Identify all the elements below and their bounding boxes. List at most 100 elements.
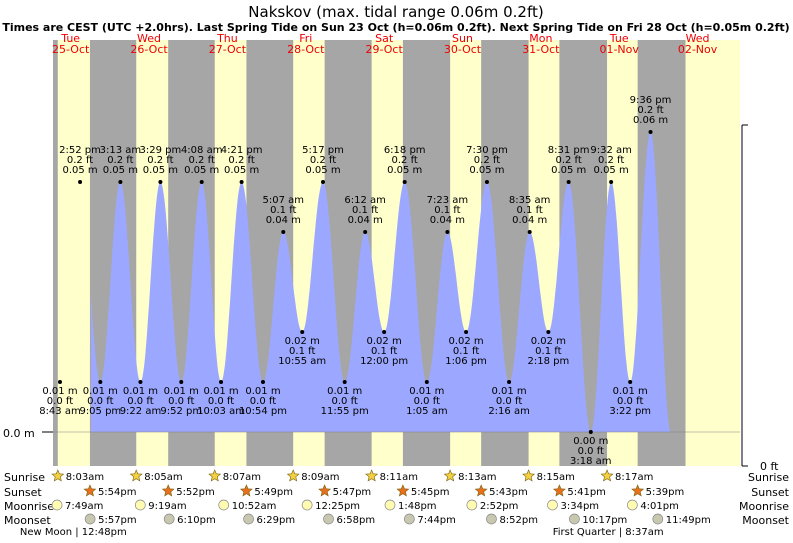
high-tide-label: 6:12 am0.1 ft0.04 m <box>344 195 386 234</box>
tide-text: 0.01 m <box>491 386 526 397</box>
tide-text: 0.02 m <box>367 336 402 347</box>
tide-dot <box>78 180 83 184</box>
row-label-right: Moonrise <box>739 500 789 513</box>
sunrise-time: 8:05am <box>144 472 182 483</box>
chart-title: Nakskov (max. tidal range 0.06m 0.2ft) <box>248 3 543 21</box>
tide-text: 0.01 m <box>613 386 648 397</box>
tide-text: 12:00 pm <box>360 356 408 367</box>
sun-star-icon <box>129 469 143 482</box>
tide-text: 0.01 m <box>409 386 444 397</box>
row-label-right: Sunset <box>751 486 789 499</box>
tide-text: 0.0 ft <box>578 446 604 457</box>
day-date: 01-Nov <box>599 43 639 56</box>
moonrise-icon <box>466 499 478 511</box>
moonset-icon <box>243 513 254 525</box>
moonrise-time: 9:19am <box>148 501 186 512</box>
tide-text: 5:07 am <box>263 195 305 206</box>
tide-dot <box>424 380 429 384</box>
day-date: 25-Oct <box>52 43 90 56</box>
tide-text: 10:54 pm <box>239 406 287 417</box>
day-name: Wed <box>137 32 161 45</box>
tide-text: 0.01 m <box>83 386 118 397</box>
sunset-time: 5:45pm <box>411 487 450 498</box>
sunrise-time: 8:13am <box>458 472 496 483</box>
sunrise-time: 8:07am <box>223 472 261 483</box>
day-date: 27-Oct <box>209 43 247 56</box>
tide-text: 8:35 am <box>509 195 551 206</box>
sunset-time: 5:43pm <box>489 487 528 498</box>
tide-dot <box>281 230 286 234</box>
high-tide-label: 6:18 pm0.2 ft0.05 m <box>384 145 426 184</box>
moonrise-time: 2:52pm <box>480 501 519 512</box>
tide-text: 0.2 ft <box>228 155 254 166</box>
sunset-time: 5:49pm <box>254 487 293 498</box>
tide-text: 0.02 m <box>285 336 320 347</box>
tide-text: 0.1 ft <box>371 346 397 357</box>
day-name: Thu <box>216 32 238 45</box>
tide-text: 0.01 m <box>327 386 362 397</box>
day-date: 29-Oct <box>365 43 403 56</box>
day-name: Wed <box>686 32 710 45</box>
tide-text: 9:32 am <box>590 145 632 156</box>
moonset-time: 6:58pm <box>337 515 376 526</box>
tide-text: 0.0 ft <box>617 396 643 407</box>
sun-star-icon <box>552 484 566 497</box>
low-tide-label: 0.00 m0.0 ft3:18 am <box>570 430 612 467</box>
tide-text: 0.05 m <box>551 165 586 176</box>
tide-text: 0.2 ft <box>598 155 624 166</box>
tide-text: 0.0 ft <box>127 396 153 407</box>
tide-dot <box>342 380 347 384</box>
moonrise-icon <box>626 499 638 511</box>
tide-text: 2:52 pm <box>59 145 101 156</box>
moonset-time: 6:29pm <box>257 515 296 526</box>
tide-text: 0.05 m <box>143 165 178 176</box>
chart-subtitle: Times are CEST (UTC +2.0hrs). Last Sprin… <box>2 21 789 34</box>
tide-labels: 0.01 m0.0 ft8:43 am2:52 pm0.2 ft0.05 m0.… <box>39 95 671 467</box>
high-tide-label: 7:23 am0.1 ft0.04 m <box>427 195 469 234</box>
sunset-time: 5:47pm <box>333 487 372 498</box>
sunrise-time: 8:09am <box>301 472 339 483</box>
y-left-label: 0.0 m <box>3 427 35 440</box>
day-band <box>57 40 90 466</box>
tide-text: 0.05 m <box>224 165 259 176</box>
tide-dot <box>382 330 387 334</box>
tide-text: 0.05 m <box>594 165 629 176</box>
row-label-left: Moonrise <box>4 500 54 513</box>
tide-text: 9:05 pm <box>79 406 121 417</box>
tide-text: 0.0 ft <box>168 396 194 407</box>
tide-text: 0.01 m <box>42 386 77 397</box>
sun-moon-rows: Sunrise Sunrise 8:03am 8:05am 8:07am 8:09am 8:… <box>4 469 790 538</box>
moonrise-icon <box>384 499 396 511</box>
tide-text: 0.01 m <box>164 386 199 397</box>
tide-text: 7:23 am <box>427 195 469 206</box>
sun-star-icon <box>474 484 488 497</box>
tide-text: 10:03 am <box>197 406 245 417</box>
sunrise-time: 8:03am <box>66 472 104 483</box>
tide-dot <box>628 380 633 384</box>
moonrise-icon <box>301 499 313 511</box>
sunrise-time: 8:11am <box>380 472 418 483</box>
high-tide-label: 5:07 am0.1 ft0.04 m <box>263 195 305 234</box>
day-date: 30-Oct <box>444 43 482 56</box>
moonset-time: 11:49pm <box>666 515 711 526</box>
tide-dot <box>300 330 305 334</box>
tide-text: 1:05 am <box>406 406 448 417</box>
high-tide-label: 4:08 am0.2 ft0.05 m <box>181 145 222 184</box>
moonrise-time: 7:49am <box>65 501 103 512</box>
low-tide-label: 0.02 m0.1 ft2:18 pm <box>527 330 569 367</box>
tide-dot <box>588 430 593 434</box>
tide-text: 0.00 m <box>573 436 608 447</box>
tide-text: 0.06 m <box>633 115 668 126</box>
tide-text: 10:55 am <box>278 356 326 367</box>
tide-text: 0.2 ft <box>189 155 215 166</box>
tide-text: 0.0 ft <box>208 396 234 407</box>
tide-text: 0.02 m <box>448 336 483 347</box>
tide-text: 0.2 ft <box>310 155 336 166</box>
tide-text: 0.0 ft <box>87 396 113 407</box>
row-label-left: Sunset <box>4 486 42 499</box>
tide-text: 0.02 m <box>531 336 566 347</box>
day-name: Tue <box>609 32 629 45</box>
low-tide-label: 0.02 m0.1 ft1:06 pm <box>445 330 487 367</box>
